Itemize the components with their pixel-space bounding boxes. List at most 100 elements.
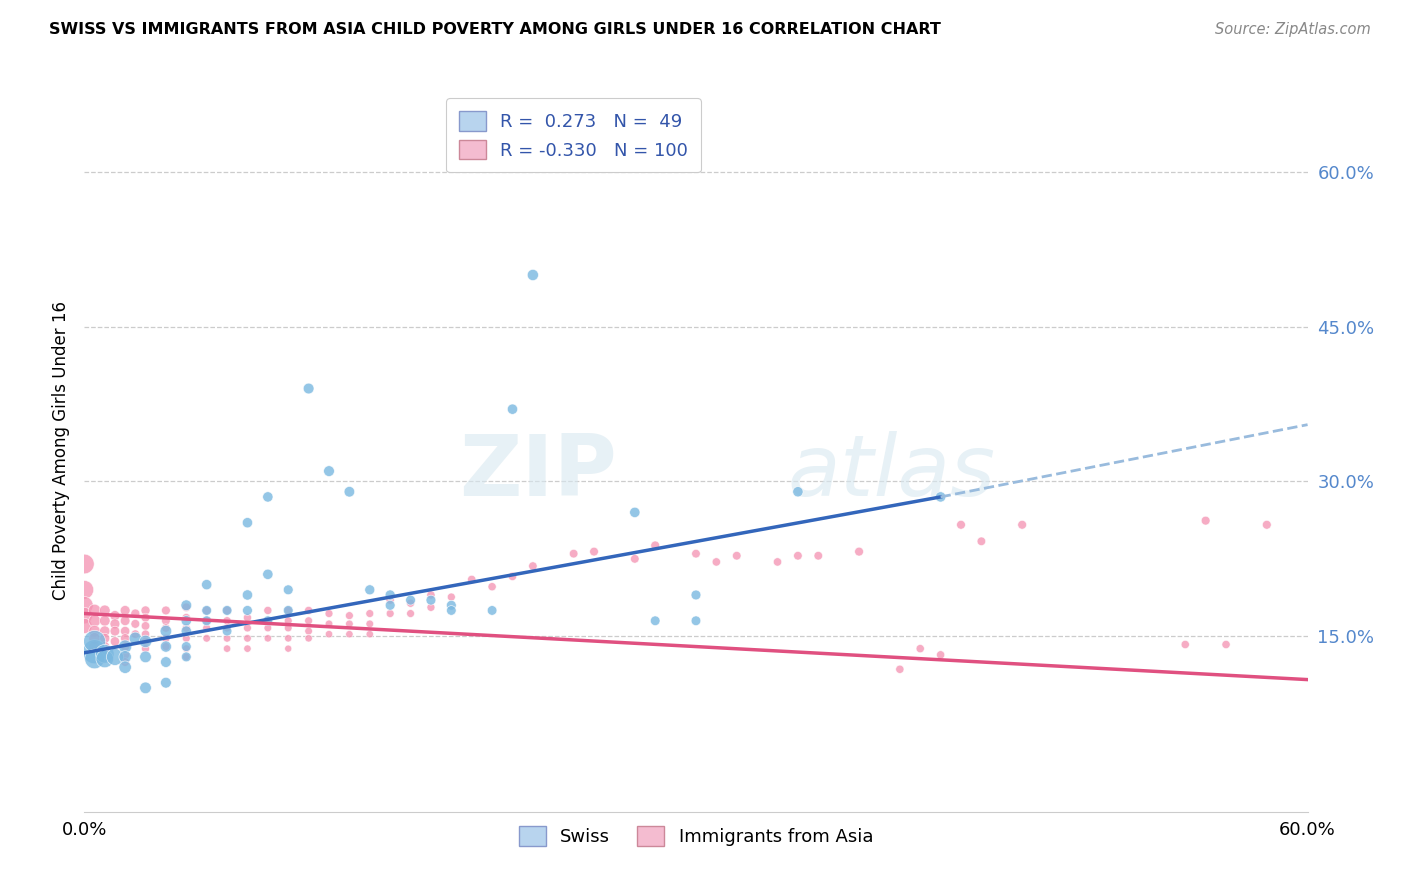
Point xyxy=(298,603,321,617)
Point xyxy=(685,547,707,561)
Point xyxy=(114,649,136,664)
Point xyxy=(174,624,197,639)
Point xyxy=(399,593,422,607)
Point xyxy=(174,632,197,646)
Point xyxy=(318,627,340,641)
Point xyxy=(135,627,157,641)
Point xyxy=(195,577,218,591)
Point xyxy=(73,619,96,633)
Point xyxy=(236,588,259,602)
Point xyxy=(787,484,810,499)
Point xyxy=(277,603,299,617)
Point xyxy=(93,652,115,666)
Point xyxy=(440,603,463,617)
Point xyxy=(93,603,115,617)
Point xyxy=(135,603,157,617)
Point xyxy=(461,573,484,587)
Point xyxy=(685,588,707,602)
Point xyxy=(124,632,146,646)
Point xyxy=(73,582,96,597)
Text: SWISS VS IMMIGRANTS FROM ASIA CHILD POVERTY AMONG GIRLS UNDER 16 CORRELATION CHA: SWISS VS IMMIGRANTS FROM ASIA CHILD POVE… xyxy=(49,22,941,37)
Point xyxy=(135,634,157,648)
Point xyxy=(217,603,239,617)
Point xyxy=(83,632,105,646)
Point xyxy=(298,382,321,396)
Point xyxy=(217,632,239,646)
Point xyxy=(114,640,136,654)
Point xyxy=(236,621,259,635)
Point xyxy=(195,603,218,617)
Point xyxy=(277,632,299,646)
Point xyxy=(174,614,197,628)
Point xyxy=(277,582,299,597)
Point xyxy=(766,555,789,569)
Point xyxy=(339,608,361,623)
Point xyxy=(318,616,340,631)
Point xyxy=(83,614,105,628)
Point xyxy=(124,627,146,641)
Point xyxy=(236,603,259,617)
Point xyxy=(83,652,105,666)
Point xyxy=(195,614,218,628)
Point xyxy=(114,660,136,674)
Point xyxy=(685,614,707,628)
Point xyxy=(174,599,197,613)
Point xyxy=(217,641,239,656)
Point xyxy=(174,649,197,664)
Point xyxy=(929,648,952,662)
Point xyxy=(195,621,218,635)
Point xyxy=(236,610,259,624)
Point xyxy=(236,632,259,646)
Point xyxy=(236,516,259,530)
Point xyxy=(481,603,503,617)
Point xyxy=(624,505,647,519)
Point xyxy=(359,627,381,641)
Point xyxy=(583,544,606,558)
Point xyxy=(104,608,127,623)
Point xyxy=(174,641,197,656)
Point xyxy=(135,634,157,648)
Point xyxy=(359,607,381,621)
Point xyxy=(706,555,728,569)
Point xyxy=(910,641,932,656)
Point xyxy=(929,490,952,504)
Point xyxy=(420,593,443,607)
Point xyxy=(339,484,361,499)
Point xyxy=(217,624,239,639)
Point xyxy=(135,610,157,624)
Point xyxy=(257,621,280,635)
Point xyxy=(257,603,280,617)
Point xyxy=(420,588,443,602)
Point xyxy=(440,599,463,613)
Point xyxy=(420,600,443,615)
Point xyxy=(135,641,157,656)
Point xyxy=(93,614,115,628)
Point xyxy=(174,649,197,664)
Point xyxy=(93,640,115,654)
Point xyxy=(93,632,115,646)
Point xyxy=(155,675,177,690)
Point xyxy=(380,593,402,607)
Point xyxy=(174,610,197,624)
Point xyxy=(889,662,911,676)
Point xyxy=(124,616,146,631)
Point xyxy=(277,614,299,628)
Point xyxy=(114,640,136,654)
Point xyxy=(257,567,280,582)
Point xyxy=(339,627,361,641)
Text: ZIP: ZIP xyxy=(458,431,616,514)
Point xyxy=(83,640,105,654)
Point xyxy=(155,655,177,669)
Point xyxy=(1215,638,1237,652)
Point xyxy=(114,603,136,617)
Point xyxy=(481,580,503,594)
Point xyxy=(155,624,177,639)
Point xyxy=(502,569,524,583)
Point xyxy=(135,619,157,633)
Point xyxy=(970,534,993,549)
Point xyxy=(73,557,96,571)
Point xyxy=(174,640,197,654)
Point xyxy=(522,559,544,574)
Y-axis label: Child Poverty Among Girls Under 16: Child Poverty Among Girls Under 16 xyxy=(52,301,70,600)
Legend: Swiss, Immigrants from Asia: Swiss, Immigrants from Asia xyxy=(512,819,880,854)
